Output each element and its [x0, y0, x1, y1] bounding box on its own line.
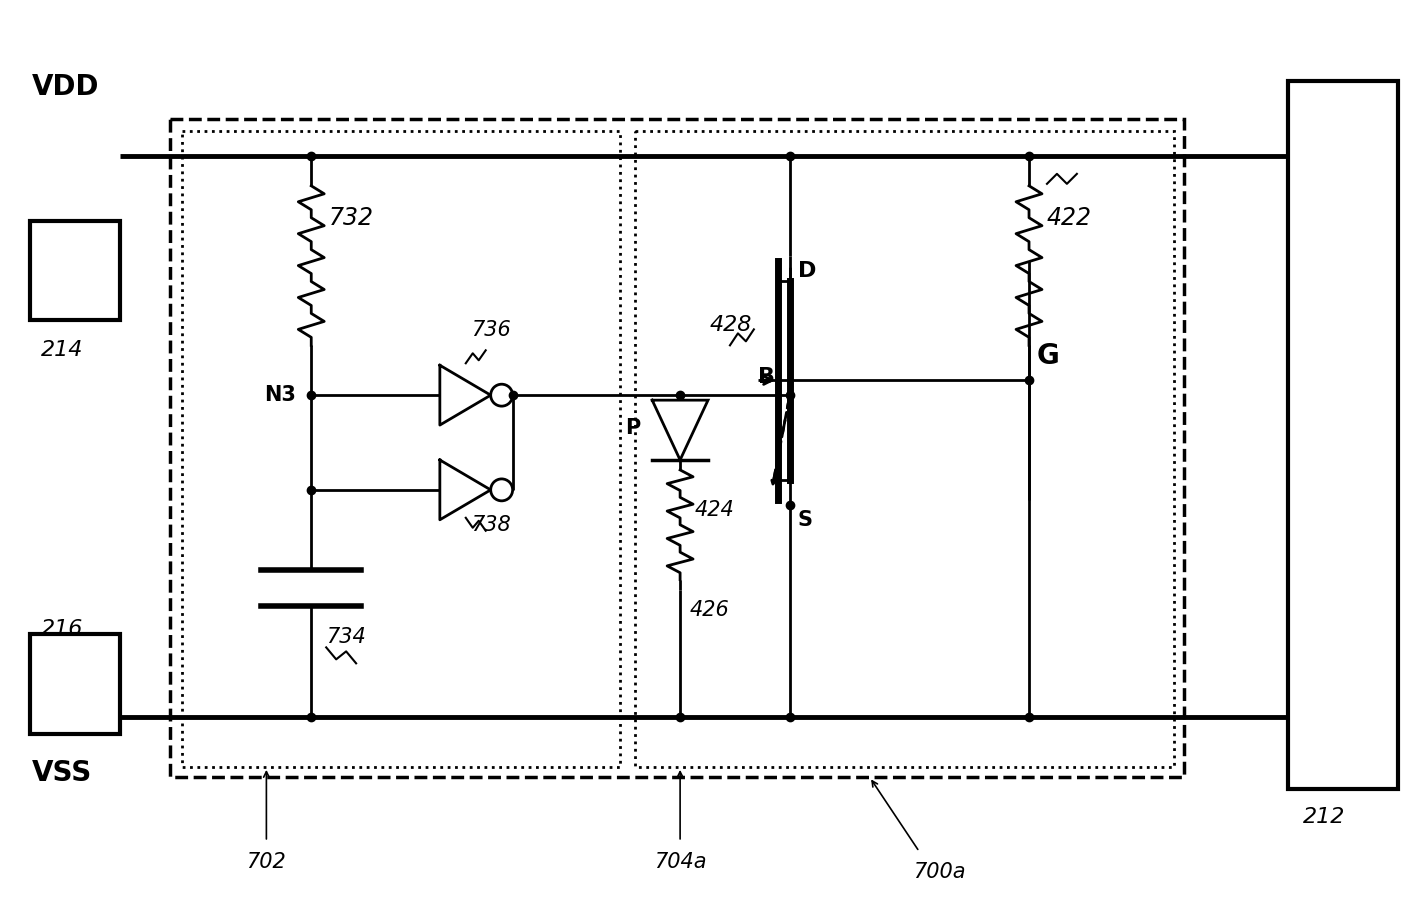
Text: 212: 212: [1304, 807, 1345, 827]
Text: P: P: [625, 417, 640, 438]
Bar: [30, 635, 120, 734]
Text: 214: 214: [41, 341, 83, 360]
Text: VDD: VDD: [31, 73, 100, 102]
Text: 700a: 700a: [912, 862, 965, 882]
Text: B: B: [758, 367, 775, 387]
Text: N3: N3: [264, 385, 296, 405]
Text: 738: 738: [471, 515, 510, 535]
Bar: [170, 119, 1184, 777]
Bar: [1288, 81, 1398, 789]
Text: G: G: [1037, 343, 1060, 370]
Text: 422: 422: [1047, 206, 1092, 230]
Bar: [181, 131, 620, 767]
Text: 702: 702: [247, 851, 286, 872]
Text: 732: 732: [330, 206, 374, 230]
Text: 426: 426: [690, 600, 730, 619]
Text: 734: 734: [326, 628, 366, 647]
Text: 424: 424: [695, 500, 735, 520]
Text: 704a: 704a: [654, 851, 707, 872]
Text: 736: 736: [471, 320, 510, 341]
Text: 428: 428: [710, 316, 753, 335]
Bar: [30, 221, 120, 320]
Text: VSS: VSS: [31, 759, 93, 787]
Text: S: S: [798, 510, 813, 530]
Text: 216: 216: [41, 619, 83, 639]
Text: D: D: [798, 261, 817, 280]
Bar: [635, 131, 1174, 767]
